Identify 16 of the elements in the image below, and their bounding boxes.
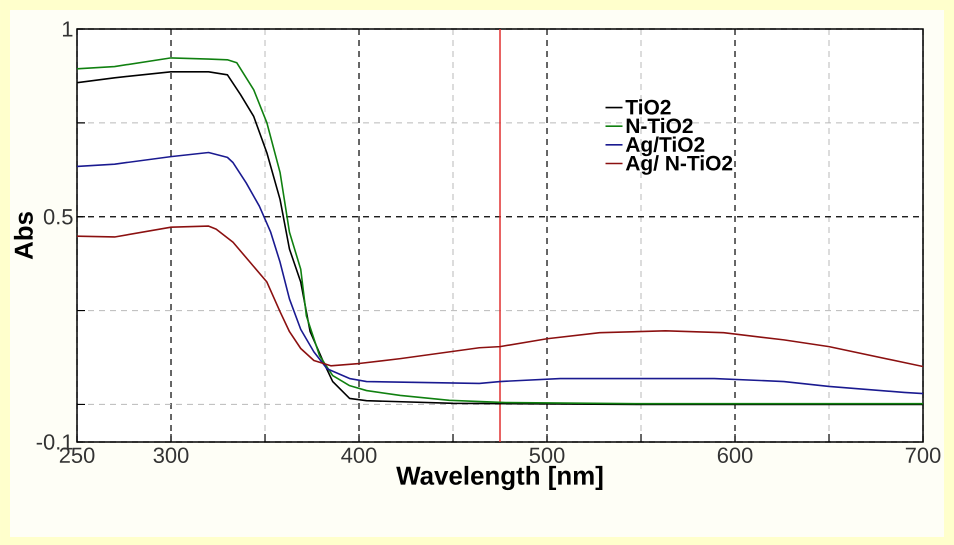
x-tick-label: 400: [341, 447, 376, 464]
x-tick-label: 300: [154, 447, 188, 464]
y-axis-title: Abs: [14, 212, 33, 260]
x-tick-label: 500: [530, 447, 564, 464]
y-tick-label: 1: [62, 21, 72, 37]
line-series: [77, 225, 924, 368]
legend-label: Ag/ N-TiO2: [626, 155, 732, 175]
x-tick-label: 250: [60, 447, 94, 464]
legend-label: N-TiO2: [626, 118, 693, 134]
y-tick-label: 0.5: [44, 208, 73, 224]
legend-label: Ag/TiO2: [626, 136, 704, 156]
x-axis-title: Wavelength [nm]: [396, 466, 602, 490]
x-tick-label: 600: [718, 447, 752, 464]
x-tick-label: 700: [906, 447, 940, 464]
legend-label: TiO2: [626, 99, 671, 115]
y-tick-label: -0.1: [36, 434, 72, 450]
